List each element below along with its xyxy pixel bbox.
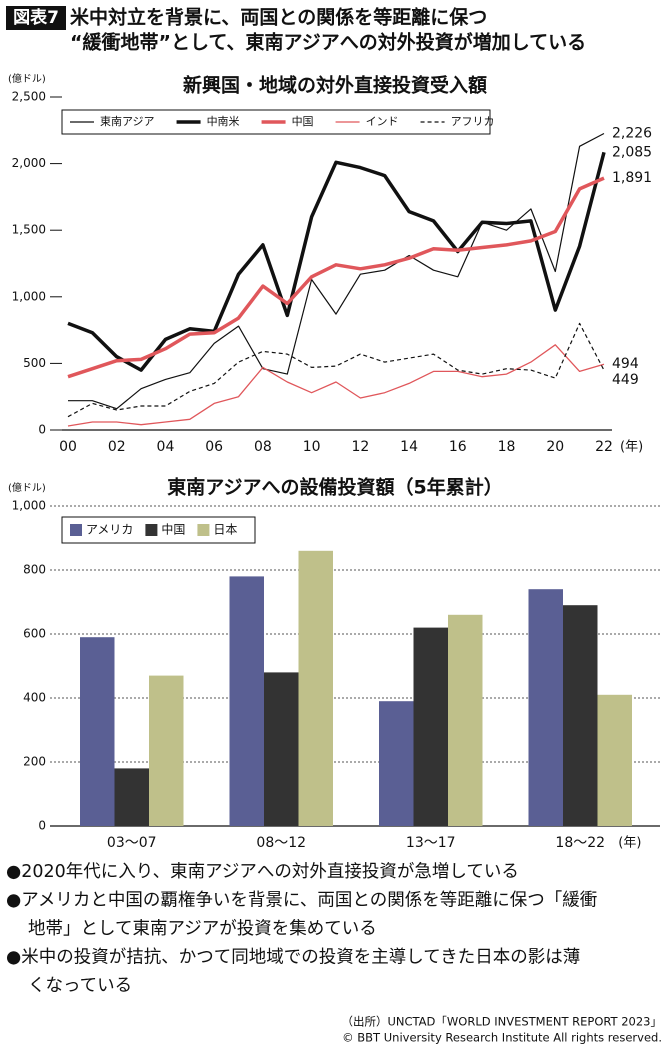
x-tick-label: 12 bbox=[351, 439, 369, 455]
legend-label: アメリカ bbox=[86, 523, 133, 537]
note-text: ●米中の投資が拮抗、かつて同地域での投資を主導してきた日本の影は薄 bbox=[6, 948, 580, 968]
note-text: くなっている bbox=[28, 976, 132, 996]
value-label: 494 bbox=[612, 356, 639, 372]
y-tick-label: 600 bbox=[23, 627, 46, 641]
series-line bbox=[67, 322, 605, 418]
y-tick-label: 2,000 bbox=[12, 156, 46, 170]
bar bbox=[264, 672, 299, 826]
header-badge bbox=[6, 6, 66, 30]
x-tick-label: 16 bbox=[449, 439, 467, 455]
bar bbox=[80, 637, 115, 826]
x-tick-label: 10 bbox=[303, 439, 321, 455]
header-title: 米中対立を背景に、両国との関係を等距離に保つ bbox=[70, 6, 487, 29]
x-tick-label: 14 bbox=[400, 439, 418, 455]
note-text: ●2020年代に入り、東南アジアへの対外直接投資が急増している bbox=[6, 862, 519, 882]
bar bbox=[597, 694, 632, 826]
x-tick-label: 04 bbox=[157, 439, 175, 455]
chart-title: 東南アジアへの設備投資額（5年累計） bbox=[167, 476, 502, 499]
x-tick-label: 22 bbox=[595, 439, 613, 455]
x-tick-label: 13～17 bbox=[406, 835, 456, 851]
bar bbox=[114, 768, 149, 826]
bar bbox=[379, 701, 414, 826]
legend-label: 中南米 bbox=[207, 115, 240, 128]
legend-label: 中国 bbox=[292, 115, 314, 128]
series-line bbox=[67, 176, 605, 379]
source-text: © BBT University Research Institute All … bbox=[342, 1031, 662, 1045]
bar bbox=[563, 605, 598, 826]
bar bbox=[448, 614, 483, 826]
y-tick-label: 500 bbox=[23, 356, 46, 370]
bar bbox=[229, 576, 264, 826]
chart-title: 新興国・地域の対外直接投資受入額 bbox=[183, 74, 487, 97]
note-text: ●アメリカと中国の覇権争いを背景に、両国との関係を等距離に保つ「緩衝 bbox=[6, 891, 597, 911]
y-tick-label: 1,000 bbox=[12, 499, 46, 513]
x-tick-label: 03～07 bbox=[107, 835, 157, 851]
y-tick-label: 1,000 bbox=[12, 289, 46, 303]
value-label: 2,085 bbox=[612, 144, 652, 160]
y-tick-label: 0 bbox=[38, 423, 46, 437]
header-label: 図表7 bbox=[13, 7, 59, 28]
series-line bbox=[67, 344, 605, 427]
x-tick-label: 06 bbox=[205, 439, 223, 455]
y-tick-label: 2,500 bbox=[12, 90, 46, 104]
legend-label: 中国 bbox=[161, 522, 185, 537]
header-title: “緩衝地帯”として、東南アジアへの対外投資が増加している bbox=[70, 31, 586, 54]
legend-label: 日本 bbox=[213, 523, 237, 537]
y-tick-label: 200 bbox=[23, 755, 46, 769]
x-tick-label: 08～12 bbox=[256, 835, 306, 851]
source-text: （出所）UNCTAD「WORLD INVESTMENT REPORT 2023」 bbox=[342, 1015, 663, 1029]
y-axis-label: (億ドル) bbox=[8, 481, 46, 494]
bar bbox=[528, 589, 563, 826]
x-tick-label: 08 bbox=[254, 439, 272, 455]
y-tick-label: 800 bbox=[23, 563, 46, 577]
legend-swatch bbox=[197, 524, 210, 536]
bar bbox=[413, 627, 448, 826]
bar bbox=[149, 675, 184, 826]
x-tick-label: 00 bbox=[59, 439, 77, 455]
legend-swatch bbox=[70, 524, 82, 536]
x-tick-label: 20 bbox=[546, 439, 564, 455]
bar bbox=[298, 550, 333, 826]
legend-label: インド bbox=[366, 115, 399, 128]
legend-label: 東南アジア bbox=[100, 115, 155, 128]
x-tick-label: 02 bbox=[108, 439, 126, 455]
x-tick-label: 18～22 bbox=[555, 835, 605, 851]
x-axis-label: (年) bbox=[618, 836, 641, 851]
value-label: 2,226 bbox=[612, 125, 652, 141]
series-line bbox=[67, 151, 606, 372]
x-axis-label: (年) bbox=[620, 440, 643, 455]
legend-label: アフリカ bbox=[451, 115, 495, 128]
legend-swatch bbox=[145, 524, 158, 536]
note-text: 地帯」として東南アジアが投資を集めている bbox=[28, 919, 377, 939]
y-tick-label: 1,500 bbox=[12, 223, 46, 237]
y-axis-label: (億ドル) bbox=[8, 72, 46, 85]
value-label: 449 bbox=[612, 372, 639, 388]
series-line bbox=[68, 132, 605, 410]
legend-box bbox=[61, 516, 256, 544]
y-tick-label: 0 bbox=[38, 819, 46, 833]
y-tick-label: 400 bbox=[23, 691, 46, 705]
value-label: 1,891 bbox=[612, 170, 652, 186]
x-tick-label: 18 bbox=[498, 439, 516, 455]
